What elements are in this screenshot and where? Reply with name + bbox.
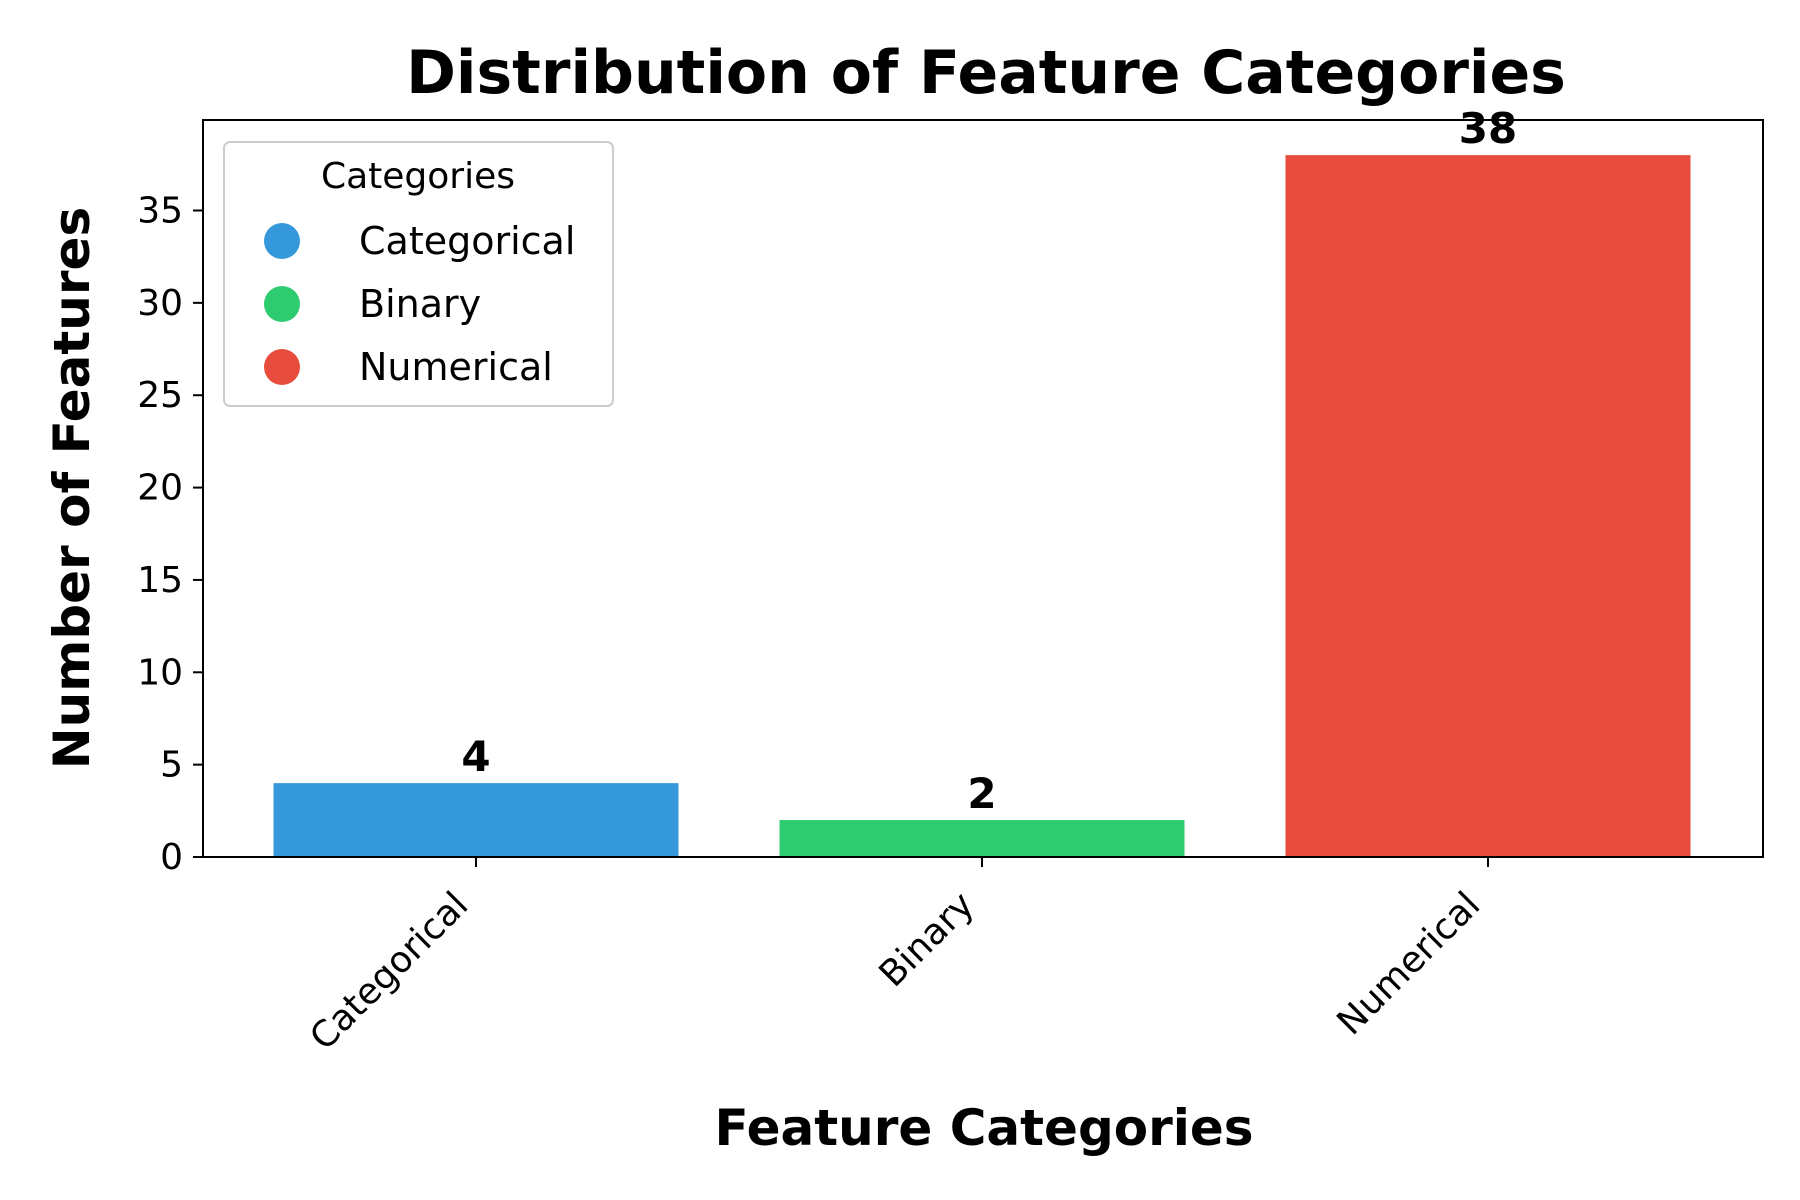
y-tick-label: 5 xyxy=(160,745,183,786)
data-label-binary: 2 xyxy=(967,769,996,818)
y-tick-label: 20 xyxy=(137,468,183,509)
legend-label-numerical: Numerical xyxy=(359,345,553,389)
legend: Categories Categorical Binary Numerical xyxy=(223,141,614,407)
legend-marker-categorical xyxy=(264,223,300,259)
bars-layer xyxy=(273,155,1691,858)
legend-entries: Categorical Binary Numerical xyxy=(264,219,575,389)
data-labels-layer: 4 2 38 xyxy=(461,104,1517,818)
x-tick-label-binary: Binary xyxy=(872,884,983,995)
x-axis-ticks: Categorical Binary Numerical xyxy=(302,857,1489,1058)
y-tick-label: 25 xyxy=(137,375,183,416)
x-axis-label: Feature Categories xyxy=(714,1099,1253,1157)
y-axis-label: Number of Features xyxy=(43,207,101,769)
chart-title: Distribution of Feature Categories xyxy=(406,38,1566,108)
legend-marker-binary xyxy=(264,286,300,322)
y-tick-label: 15 xyxy=(137,560,183,601)
y-tick-label: 35 xyxy=(137,191,183,232)
x-tick-label-categorical: Categorical xyxy=(302,884,476,1058)
data-label-categorical: 4 xyxy=(461,732,490,781)
legend-marker-numerical xyxy=(264,349,300,385)
y-tick-label: 10 xyxy=(137,652,183,693)
bar-binary xyxy=(779,820,1185,857)
data-label-numerical: 38 xyxy=(1459,104,1517,153)
y-tick-label: 30 xyxy=(137,283,183,324)
bar-numerical xyxy=(1285,155,1691,858)
y-tick-label: 0 xyxy=(160,837,183,878)
legend-box xyxy=(223,141,614,407)
bar-categorical xyxy=(273,783,679,857)
legend-label-categorical: Categorical xyxy=(359,219,575,263)
x-tick-label-numerical: Numerical xyxy=(1330,884,1489,1043)
legend-title: Categories xyxy=(321,156,515,197)
legend-label-binary: Binary xyxy=(359,282,481,326)
y-axis-ticks: 0 5 10 15 20 25 30 35 xyxy=(137,191,203,878)
